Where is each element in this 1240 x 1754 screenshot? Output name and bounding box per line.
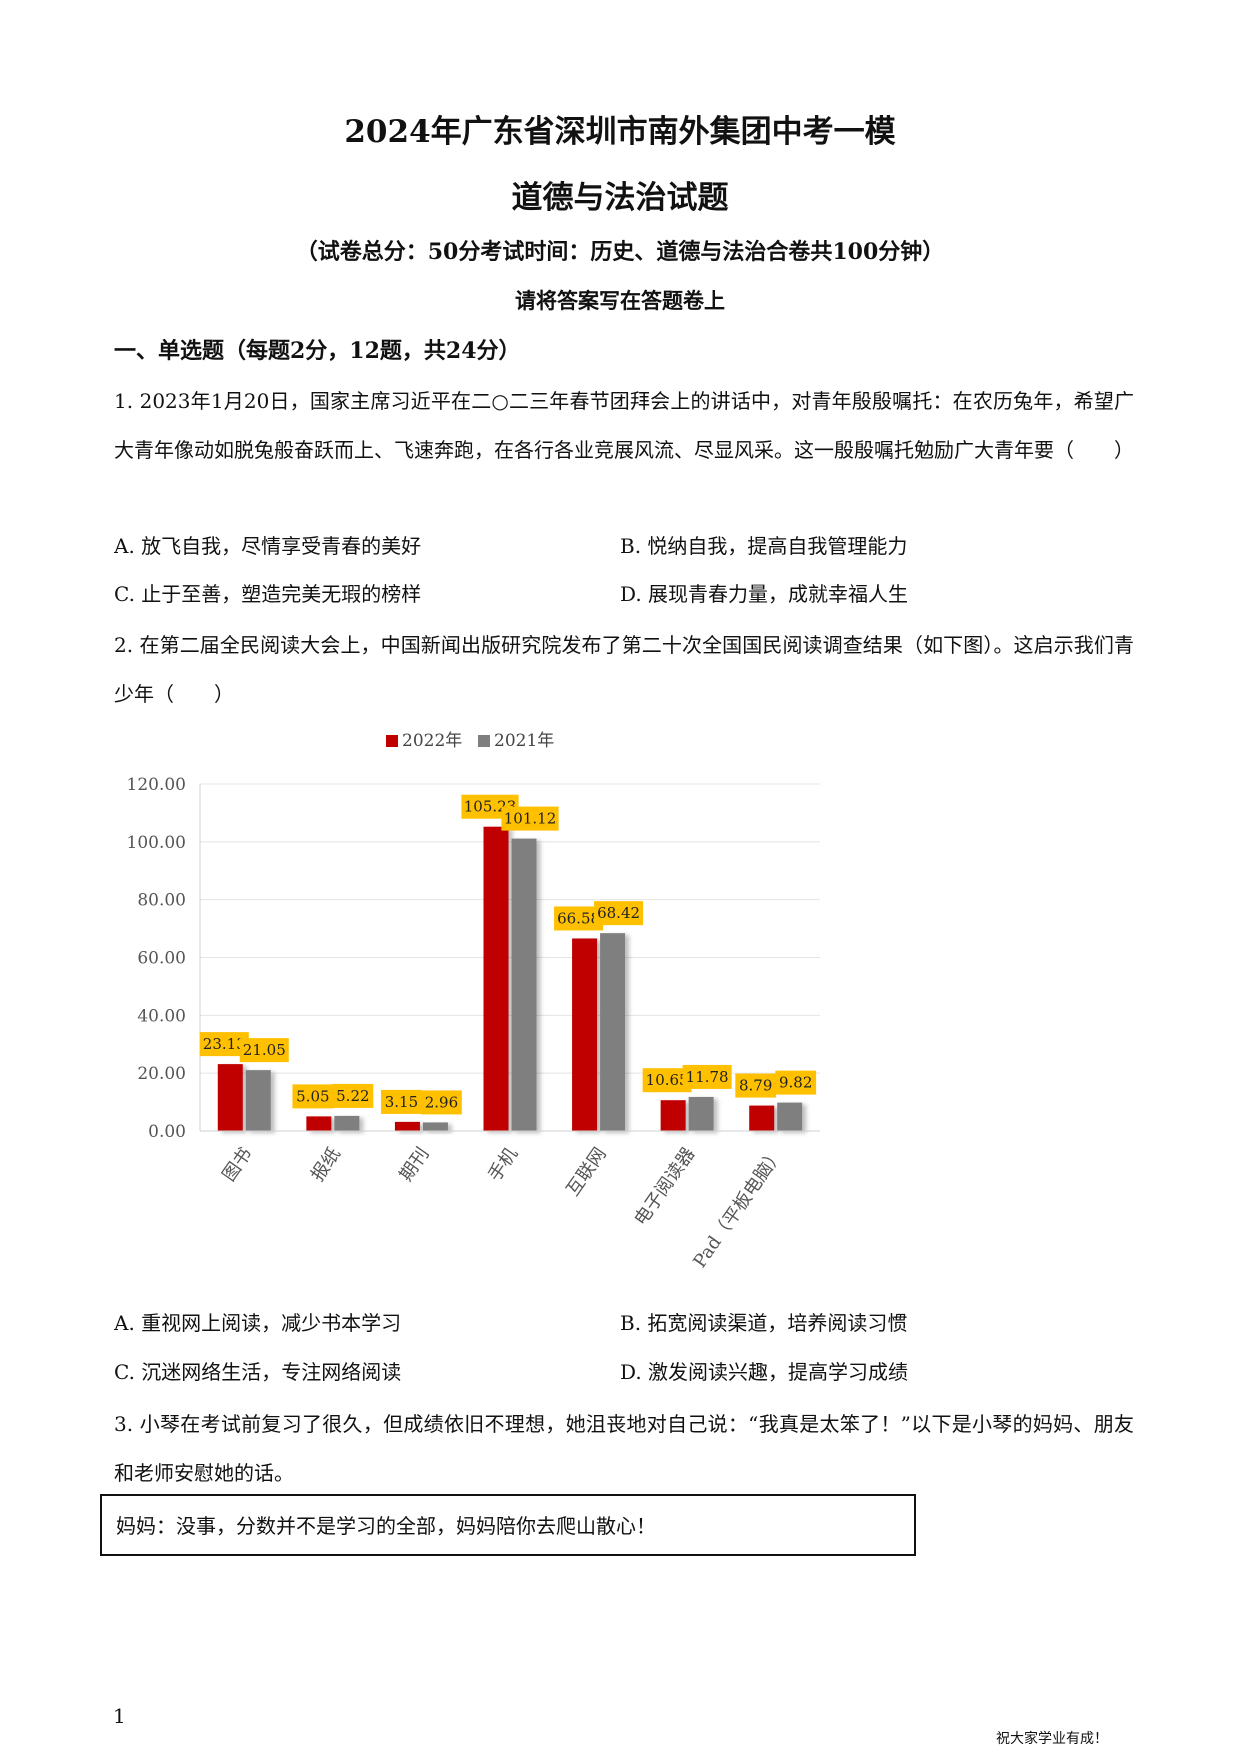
- chart-legend: 2022年 2021年: [386, 731, 554, 751]
- legend-swatch-2021: [478, 735, 490, 747]
- bar-2021: [245, 1070, 271, 1131]
- data-label: 68.42: [597, 904, 640, 922]
- data-label-bg: [775, 1070, 817, 1095]
- data-label: 5.22: [336, 1087, 369, 1105]
- y-tick-label: 40.00: [137, 1006, 186, 1026]
- bar-2022: [572, 938, 598, 1131]
- data-label: 66.58: [557, 909, 600, 927]
- data-label: 23.13: [203, 1035, 246, 1053]
- data-label: 9.82: [779, 1074, 812, 1092]
- bar-2022: [306, 1116, 332, 1131]
- bar-2022: [483, 826, 509, 1131]
- data-label-bg: [332, 1083, 374, 1108]
- bar-2022: [217, 1064, 243, 1131]
- chart-gridlines: [200, 783, 820, 1132]
- y-tick-label: 80.00: [137, 891, 186, 911]
- data-label-bg: [381, 1089, 422, 1114]
- x-tick-label: 电子阅读器: [630, 1144, 699, 1230]
- bar-2021: [688, 1096, 714, 1131]
- y-tick-label: 60.00: [137, 949, 186, 969]
- x-tick-label: 报纸: [307, 1144, 345, 1186]
- bar-2021: [777, 1102, 803, 1131]
- y-tick-label: 120.00: [127, 775, 186, 795]
- question-2-option-c: C. 沉迷网络生活，专注网络阅读: [114, 1360, 402, 1384]
- bar-2022: [749, 1105, 775, 1131]
- chart-bars: [217, 826, 803, 1131]
- x-tick-label: 期刊: [396, 1144, 434, 1186]
- x-tick-label: 互联网: [562, 1144, 610, 1200]
- question-1-option-c: C. 止于至善，塑造完美无瑕的榜样: [114, 582, 422, 606]
- x-tick-label: Pad（平板电脑）: [689, 1144, 787, 1272]
- data-label: 21.05: [243, 1041, 286, 1059]
- legend-label-2022: 2022年: [402, 731, 462, 751]
- data-label-bg: [421, 1090, 462, 1115]
- question-1-option-a: A. 放飞自我，尽情享受青春的美好: [114, 534, 422, 558]
- data-label: 5.05: [296, 1087, 329, 1105]
- question-1-option-d: D. 展现青春力量，成就幸福人生: [620, 582, 909, 606]
- footer-wish: 祝大家学业有成！: [996, 1731, 1108, 1747]
- question-2-option-a: A. 重视网上阅读，减少书本学习: [114, 1311, 402, 1335]
- question-1-text: 1. 2023年1月20日，国家主席习近平在二○二三年春节团拜会上的讲话中，对青…: [114, 389, 1134, 462]
- quote-box-mother: 妈妈：没事，分数并不是学习的全部，妈妈陪你去爬山散心！: [100, 1494, 916, 1556]
- y-tick-label: 20.00: [137, 1064, 186, 1084]
- data-label: 11.78: [686, 1068, 729, 1086]
- data-label-bg: [292, 1084, 334, 1109]
- question-3-text: 3. 小琴在考试前复习了很久，但成绩依旧不理想，她沮丧地对自己说：“我真是太笨了…: [114, 1412, 1134, 1485]
- chart-y-axis: 0.00 20.00 40.00 60.00 80.00 100.00 120.00: [127, 775, 201, 1142]
- data-label: 10.65: [646, 1071, 689, 1089]
- exam-subtitle: 道德与法治试题: [511, 180, 729, 216]
- question-1-option-b: B. 悦纳自我，提高自我管理能力: [620, 534, 908, 558]
- bar-2021: [334, 1115, 360, 1131]
- reading-survey-bar-chart: 2022年 2021年 0.00 20.00 40.00 60.00 80.00 100.…: [127, 731, 820, 1272]
- question-2-text: 2. 在第二届全民阅读大会上，中国新闻出版研究院发布了第二十次全国国民阅读调查结…: [114, 633, 1134, 706]
- question-2-option-d: D. 激发阅读兴趣，提高学习成绩: [620, 1360, 909, 1384]
- data-label-bg: [682, 1064, 732, 1089]
- data-label-bg: [594, 901, 644, 926]
- y-tick-label: 100.00: [127, 833, 186, 853]
- bar-2021: [511, 838, 537, 1131]
- x-tick-label: 图书: [219, 1144, 257, 1186]
- bar-2021: [600, 933, 626, 1131]
- exam-instruction: 请将答案写在答题卷上: [515, 288, 725, 313]
- legend-swatch-2022: [386, 735, 398, 747]
- bar-2022: [394, 1121, 420, 1131]
- page-number: 1: [113, 1704, 126, 1728]
- data-label-bg: [735, 1073, 777, 1098]
- section-heading: 一、单选题（每题2分，12题，共24分）: [114, 338, 521, 364]
- bar-2022: [660, 1100, 686, 1131]
- y-tick-label: 0.00: [148, 1122, 186, 1142]
- legend-label-2021: 2021年: [494, 731, 554, 751]
- exam-info: （试卷总分：50分考试时间：历史、道德与法治合卷共100分钟）: [295, 239, 945, 265]
- exam-title: 2024年广东省深圳市南外集团中考一模: [344, 114, 896, 150]
- data-label: 2.96: [425, 1093, 458, 1111]
- data-label: 101.12: [504, 810, 557, 828]
- x-tick-label: 手机: [484, 1144, 522, 1186]
- bar-2021: [422, 1122, 448, 1131]
- data-label-bg: [501, 806, 559, 831]
- data-label-bg: [239, 1038, 289, 1063]
- data-label: 8.79: [739, 1077, 772, 1095]
- quote-box-text: 妈妈：没事，分数并不是学习的全部，妈妈陪你去爬山散心！: [116, 1514, 656, 1538]
- question-2-option-b: B. 拓宽阅读渠道，培养阅读习惯: [620, 1311, 908, 1335]
- data-label: 3.15: [385, 1093, 418, 1111]
